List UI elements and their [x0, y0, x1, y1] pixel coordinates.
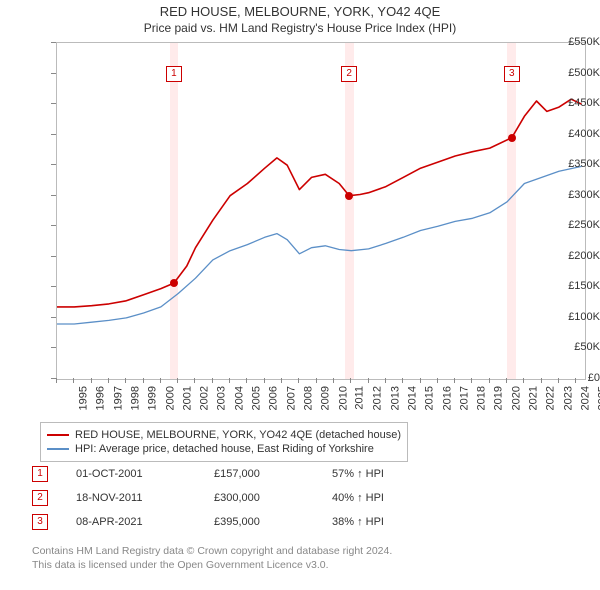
x-tick-label: 2017 [458, 386, 470, 410]
y-tick-label: £300K [552, 189, 600, 201]
x-tick-label: 2001 [181, 386, 193, 410]
legend-row: HPI: Average price, detached house, East… [47, 443, 401, 455]
series-red [57, 99, 582, 307]
x-tick-label: 2002 [199, 386, 211, 410]
y-tick-label: £100K [552, 311, 600, 323]
x-tick-label: 2005 [251, 386, 263, 410]
sale-row-marker: 2 [32, 490, 48, 506]
sale-dot [508, 134, 516, 142]
x-tick-label: 2022 [545, 386, 557, 410]
chart-subtitle: Price paid vs. HM Land Registry's House … [0, 19, 600, 39]
sale-price: £395,000 [214, 516, 304, 528]
x-tick-label: 1996 [95, 386, 107, 410]
x-tick-label: 1995 [77, 386, 89, 410]
sale-price: £157,000 [214, 468, 304, 480]
chart-title: RED HOUSE, MELBOURNE, YORK, YO42 4QE [0, 0, 600, 19]
x-tick-label: 2015 [424, 386, 436, 410]
x-tick-label: 2010 [337, 386, 349, 410]
footer-line-2: This data is licensed under the Open Gov… [32, 558, 392, 572]
sale-date: 08-APR-2021 [76, 516, 186, 528]
y-tick-label: £550K [552, 36, 600, 48]
plot-area: 1 2 3 [56, 42, 586, 380]
legend: RED HOUSE, MELBOURNE, YORK, YO42 4QE (de… [40, 422, 408, 462]
x-tick-label: 2021 [528, 386, 540, 410]
footer-line-1: Contains HM Land Registry data © Crown c… [32, 544, 392, 558]
sale-row-marker: 1 [32, 466, 48, 482]
sale-table-row: 3 08-APR-2021 £395,000 38% ↑ HPI [32, 514, 384, 530]
y-tick-label: £250K [552, 219, 600, 231]
x-tick-label: 1997 [112, 386, 124, 410]
sale-date: 18-NOV-2011 [76, 492, 186, 504]
chart-container: { "title": "RED HOUSE, MELBOURNE, YORK, … [0, 0, 600, 590]
sale-marker-box: 2 [341, 66, 357, 82]
legend-label: HPI: Average price, detached house, East… [75, 443, 374, 455]
sale-delta: 38% ↑ HPI [332, 516, 384, 528]
legend-swatch [47, 434, 69, 436]
sale-marker-box: 1 [166, 66, 182, 82]
y-tick-label: £50K [552, 341, 600, 353]
x-tick-label: 2003 [216, 386, 228, 410]
x-tick-label: 2007 [285, 386, 297, 410]
legend-swatch [47, 448, 69, 450]
footer-attribution: Contains HM Land Registry data © Crown c… [32, 544, 392, 572]
x-tick-label: 2016 [441, 386, 453, 410]
x-tick-label: 2012 [372, 386, 384, 410]
sale-delta: 57% ↑ HPI [332, 468, 384, 480]
x-tick-label: 2011 [354, 386, 366, 410]
x-tick-label: 2018 [476, 386, 488, 410]
legend-label: RED HOUSE, MELBOURNE, YORK, YO42 4QE (de… [75, 429, 401, 441]
series-blue [57, 166, 582, 324]
x-tick-label: 2008 [303, 386, 315, 410]
x-tick-label: 2024 [580, 386, 592, 410]
y-tick-label: £400K [552, 128, 600, 140]
y-tick-label: £500K [552, 67, 600, 79]
x-tick-label: 2000 [164, 386, 176, 410]
y-tick-label: £450K [552, 97, 600, 109]
legend-row: RED HOUSE, MELBOURNE, YORK, YO42 4QE (de… [47, 429, 401, 441]
x-tick-label: 2009 [320, 386, 332, 410]
sale-dot [170, 279, 178, 287]
x-tick-label: 2019 [493, 386, 505, 410]
x-tick-label: 2013 [389, 386, 401, 410]
x-tick-label: 2006 [268, 386, 280, 410]
sale-marker-box: 3 [504, 66, 520, 82]
y-tick-label: £200K [552, 250, 600, 262]
sale-price: £300,000 [214, 492, 304, 504]
x-tick-label: 1999 [147, 386, 159, 410]
x-tick-label: 2023 [562, 386, 574, 410]
x-tick-label: 2020 [510, 386, 522, 410]
sale-row-marker: 3 [32, 514, 48, 530]
sale-delta: 40% ↑ HPI [332, 492, 384, 504]
line-series-svg [57, 43, 585, 379]
x-tick-label: 1998 [129, 386, 141, 410]
y-tick-label: £150K [552, 280, 600, 292]
sale-date: 01-OCT-2001 [76, 468, 186, 480]
sale-table-row: 2 18-NOV-2011 £300,000 40% ↑ HPI [32, 490, 384, 506]
x-tick-label: 2014 [406, 386, 418, 410]
sale-dot [345, 192, 353, 200]
y-tick-label: £350K [552, 158, 600, 170]
x-tick-label: 2004 [233, 386, 245, 410]
sale-table-row: 1 01-OCT-2001 £157,000 57% ↑ HPI [32, 466, 384, 482]
